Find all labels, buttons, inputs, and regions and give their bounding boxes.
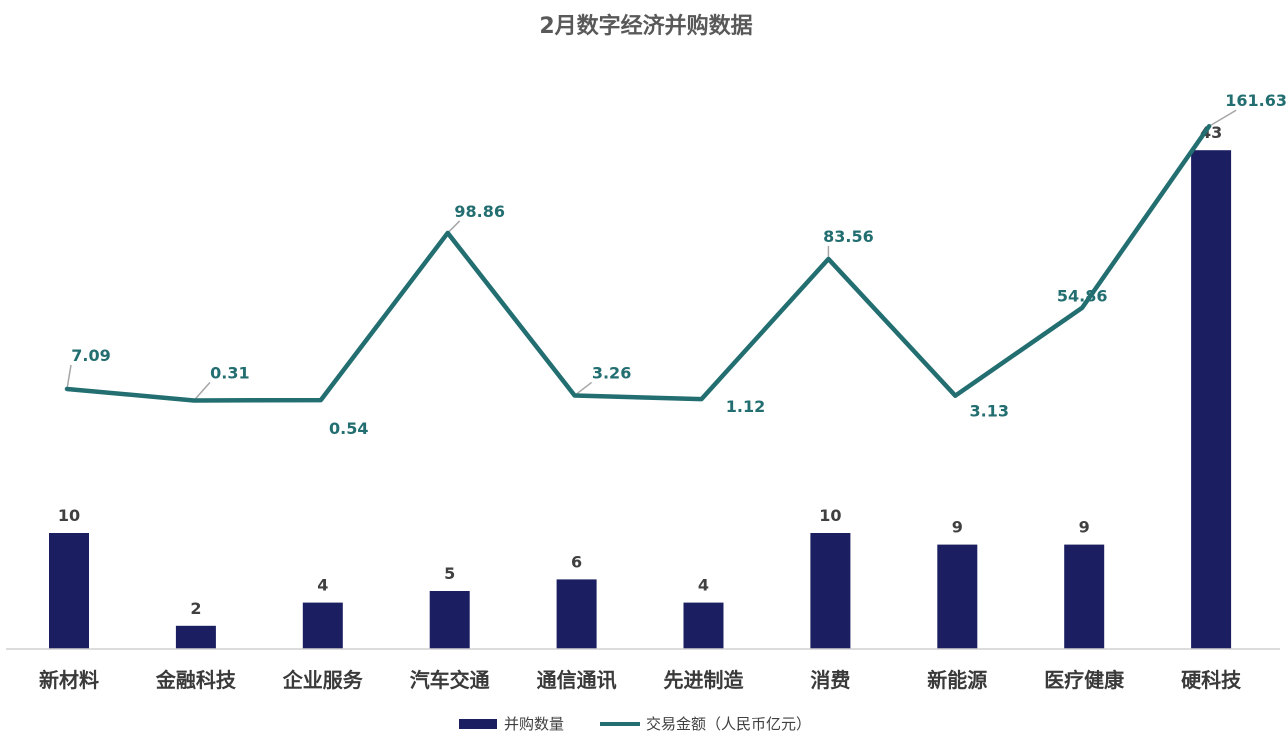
bar bbox=[1191, 150, 1232, 649]
line-data-label: 0.54 bbox=[329, 419, 368, 438]
bar bbox=[810, 533, 851, 649]
line-data-label: 83.56 bbox=[823, 227, 874, 246]
chart-title: 2月数字经济并购数据 bbox=[539, 13, 752, 39]
bar-data-label: 9 bbox=[1079, 518, 1090, 537]
bar-data-label: 10 bbox=[58, 506, 80, 525]
line-data-label: 7.09 bbox=[71, 346, 110, 365]
leader-line bbox=[447, 220, 461, 234]
bar-data-label: 4 bbox=[698, 576, 709, 595]
leader-line bbox=[66, 364, 72, 390]
bar-data-label: 2 bbox=[190, 599, 201, 618]
legend-label-line: 交易金额（人民币亿元） bbox=[646, 715, 811, 733]
bar bbox=[175, 625, 216, 649]
line-path bbox=[64, 123, 1212, 403]
legend-swatch-bars bbox=[459, 719, 497, 729]
bar bbox=[49, 533, 89, 649]
bar bbox=[1064, 544, 1105, 649]
category-label: 硬科技 bbox=[1181, 668, 1242, 692]
category-labels: 新材料 金融科技 企业服务 汽车交通 通信通讯 先进制造 消费 新能源 医疗健康 硬科技 bbox=[39, 668, 1242, 692]
category-label: 消费 bbox=[810, 668, 850, 692]
category-label: 企业服务 bbox=[282, 668, 364, 692]
legend: 并购数量 交易金额（人民币亿元） bbox=[459, 715, 811, 733]
category-label: 新材料 bbox=[39, 668, 99, 692]
bar-data-label: 4 bbox=[317, 576, 328, 595]
leader-lines bbox=[66, 109, 1237, 401]
line-data-label: 0.31 bbox=[210, 363, 249, 382]
category-label: 汽车交通 bbox=[410, 668, 490, 692]
bar bbox=[937, 544, 978, 649]
bar-data-label: 10 bbox=[819, 506, 841, 525]
line-data-label: 3.26 bbox=[592, 363, 631, 382]
bar bbox=[302, 602, 343, 649]
category-label: 医疗健康 bbox=[1044, 668, 1125, 692]
bar-data-label: 9 bbox=[952, 518, 963, 537]
line-data-label: 161.63 bbox=[1225, 91, 1286, 110]
line-series: 7.09 0.31 0.54 98.86 3.26 1.12 83.56 3.13 54.86 1… bbox=[64, 91, 1286, 438]
bar bbox=[429, 591, 470, 649]
bar bbox=[556, 579, 597, 649]
legend-label-bars: 并购数量 bbox=[504, 715, 564, 733]
line-data-label: 98.86 bbox=[454, 202, 505, 221]
category-label: 新能源 bbox=[927, 668, 987, 692]
line-data-label: 1.12 bbox=[726, 397, 765, 416]
bar bbox=[683, 602, 724, 649]
line-data-label: 3.13 bbox=[970, 402, 1009, 421]
category-label: 先进制造 bbox=[664, 668, 745, 692]
bar-data-label: 5 bbox=[444, 564, 455, 583]
bar-data-label: 6 bbox=[571, 552, 582, 571]
category-label: 金融科技 bbox=[155, 668, 237, 692]
leader-line bbox=[193, 381, 211, 401]
category-label: 通信通讯 bbox=[537, 668, 617, 692]
line-data-label: 54.86 bbox=[1057, 287, 1108, 306]
leader-line bbox=[1208, 109, 1237, 127]
